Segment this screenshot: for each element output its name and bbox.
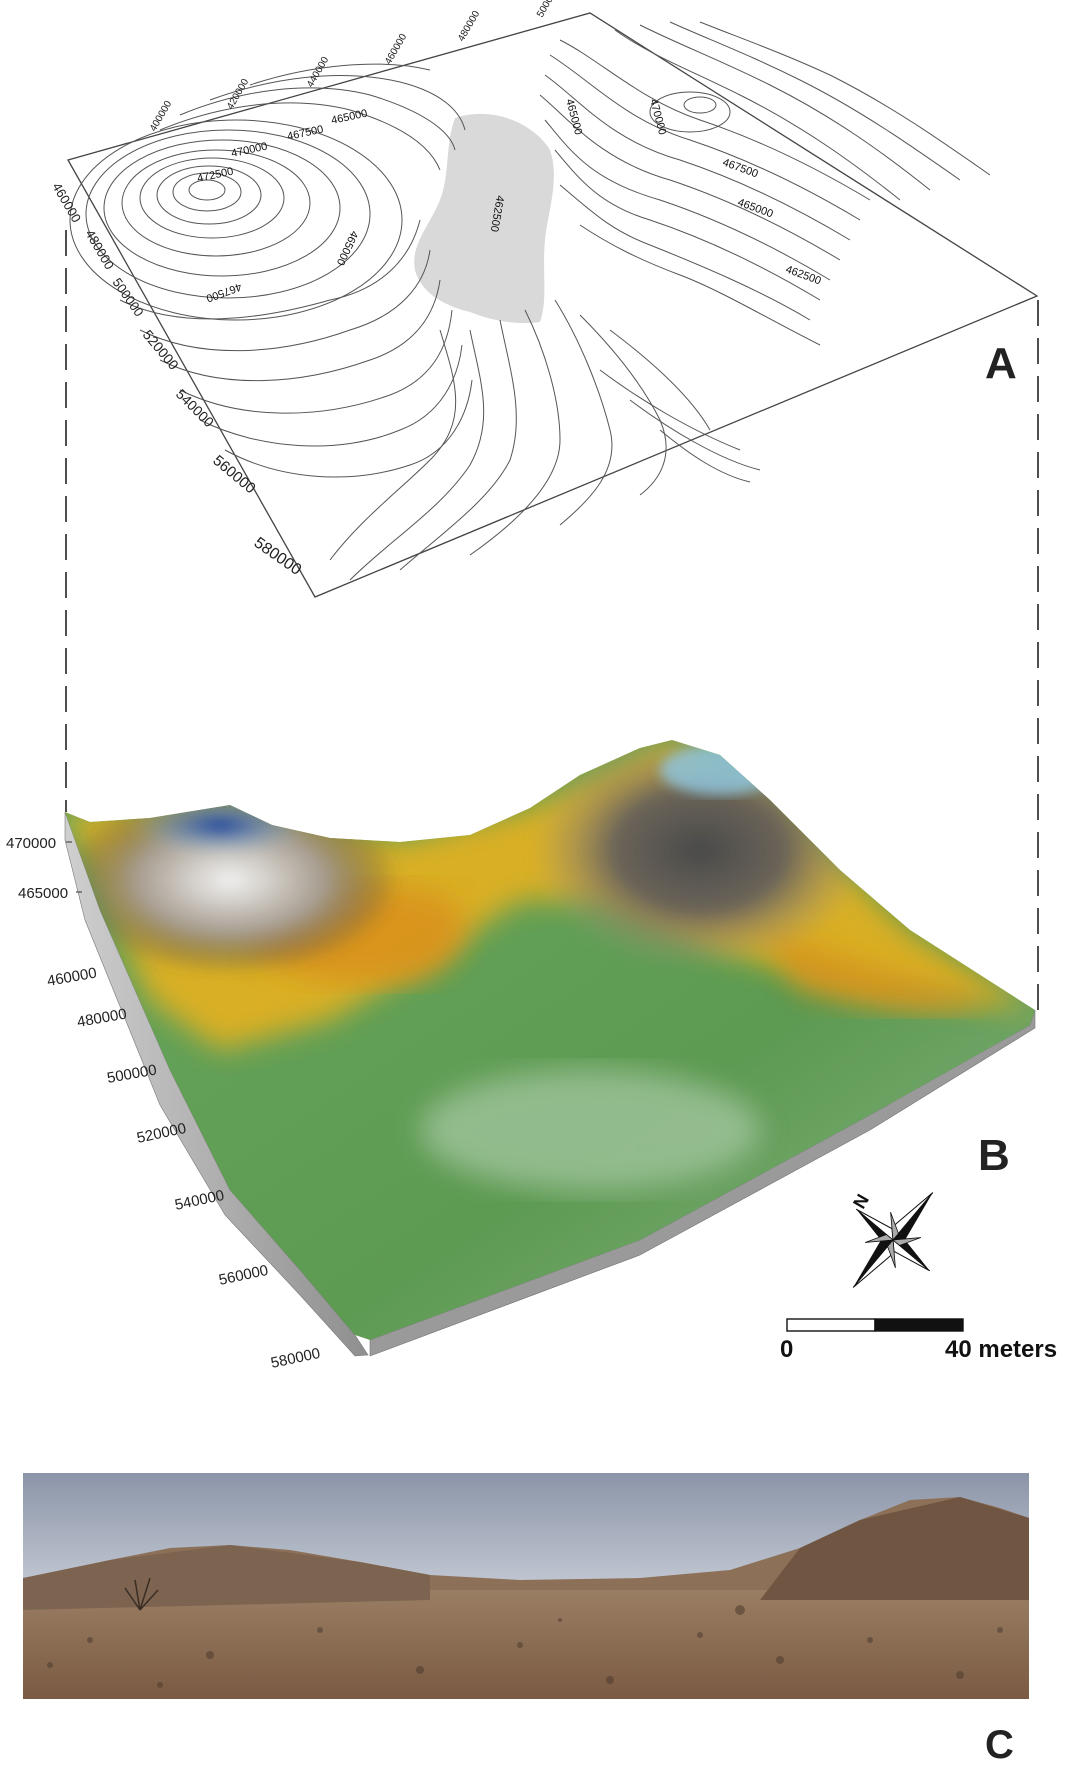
contour-label: 472500 <box>196 166 234 185</box>
compass-rose-icon <box>852 1192 934 1288</box>
left-axis-tick: 540000 <box>173 386 217 430</box>
left-axis-tick: 480000 <box>76 1006 128 1031</box>
contour-label: 467500 <box>204 280 243 304</box>
contour-label: 467500 <box>721 157 760 181</box>
left-axis-tick: 540000 <box>173 1187 226 1214</box>
scale-start-label: 0 <box>780 1336 793 1363</box>
contour-label: 467500 <box>286 124 324 143</box>
contour-label: 462500 <box>784 264 823 288</box>
z-axis-tick: 470000 <box>6 835 56 852</box>
panel-c-letter: C <box>985 1723 1014 1765</box>
panel-c-photo <box>23 1473 1029 1699</box>
left-axis-tick: 580000 <box>251 534 305 579</box>
left-axis-tick: 560000 <box>209 452 258 497</box>
panel-b-letter: B <box>978 1131 1010 1180</box>
panel-a-frame <box>67 12 1039 598</box>
top-axis-tick: 500000 <box>535 0 561 20</box>
contour-label: 465000 <box>736 197 775 221</box>
projection-lines <box>65 230 1039 1010</box>
panel-a-contour-map: 472500 470000 467500 465000 467500 46500… <box>49 0 1039 598</box>
contour-lines <box>69 21 991 581</box>
depression-area <box>414 113 554 324</box>
contour-label: 465000 <box>330 108 368 127</box>
z-axis-tick: 465000 <box>18 885 68 902</box>
panel-a-letter: A <box>985 339 1017 388</box>
scale-bar: 0 40 meters <box>780 1318 1057 1363</box>
panel-b-z-axis: 470000 465000 <box>6 835 82 902</box>
ground-rocks <box>47 1605 1003 1688</box>
left-axis-tick: 580000 <box>269 1345 322 1372</box>
shrub <box>124 1577 159 1611</box>
north-arrow: N <box>849 1191 934 1288</box>
north-label: N <box>849 1191 873 1212</box>
left-axis-tick: 500000 <box>110 275 147 319</box>
contour-label: 465000 <box>334 229 360 267</box>
left-axis-tick: 460000 <box>46 965 98 990</box>
left-axis-tick: 560000 <box>217 1262 270 1289</box>
panel-a-left-axis: 460000 480000 500000 520000 540000 56000… <box>49 180 304 579</box>
left-axis-tick: 500000 <box>106 1062 158 1087</box>
top-axis-tick: 480000 <box>456 9 482 44</box>
contour-label: 465000 <box>563 98 584 137</box>
scale-end-label: 40 meters <box>945 1336 1057 1363</box>
top-axis-tick: 440000 <box>305 55 331 90</box>
left-axis-tick: 520000 <box>135 1120 188 1147</box>
panel-b-surface-model: 470000 465000 460000 480000 500000 52000… <box>6 740 1036 1372</box>
contour-label: 470000 <box>647 98 668 137</box>
top-axis-tick: 460000 <box>383 32 409 67</box>
